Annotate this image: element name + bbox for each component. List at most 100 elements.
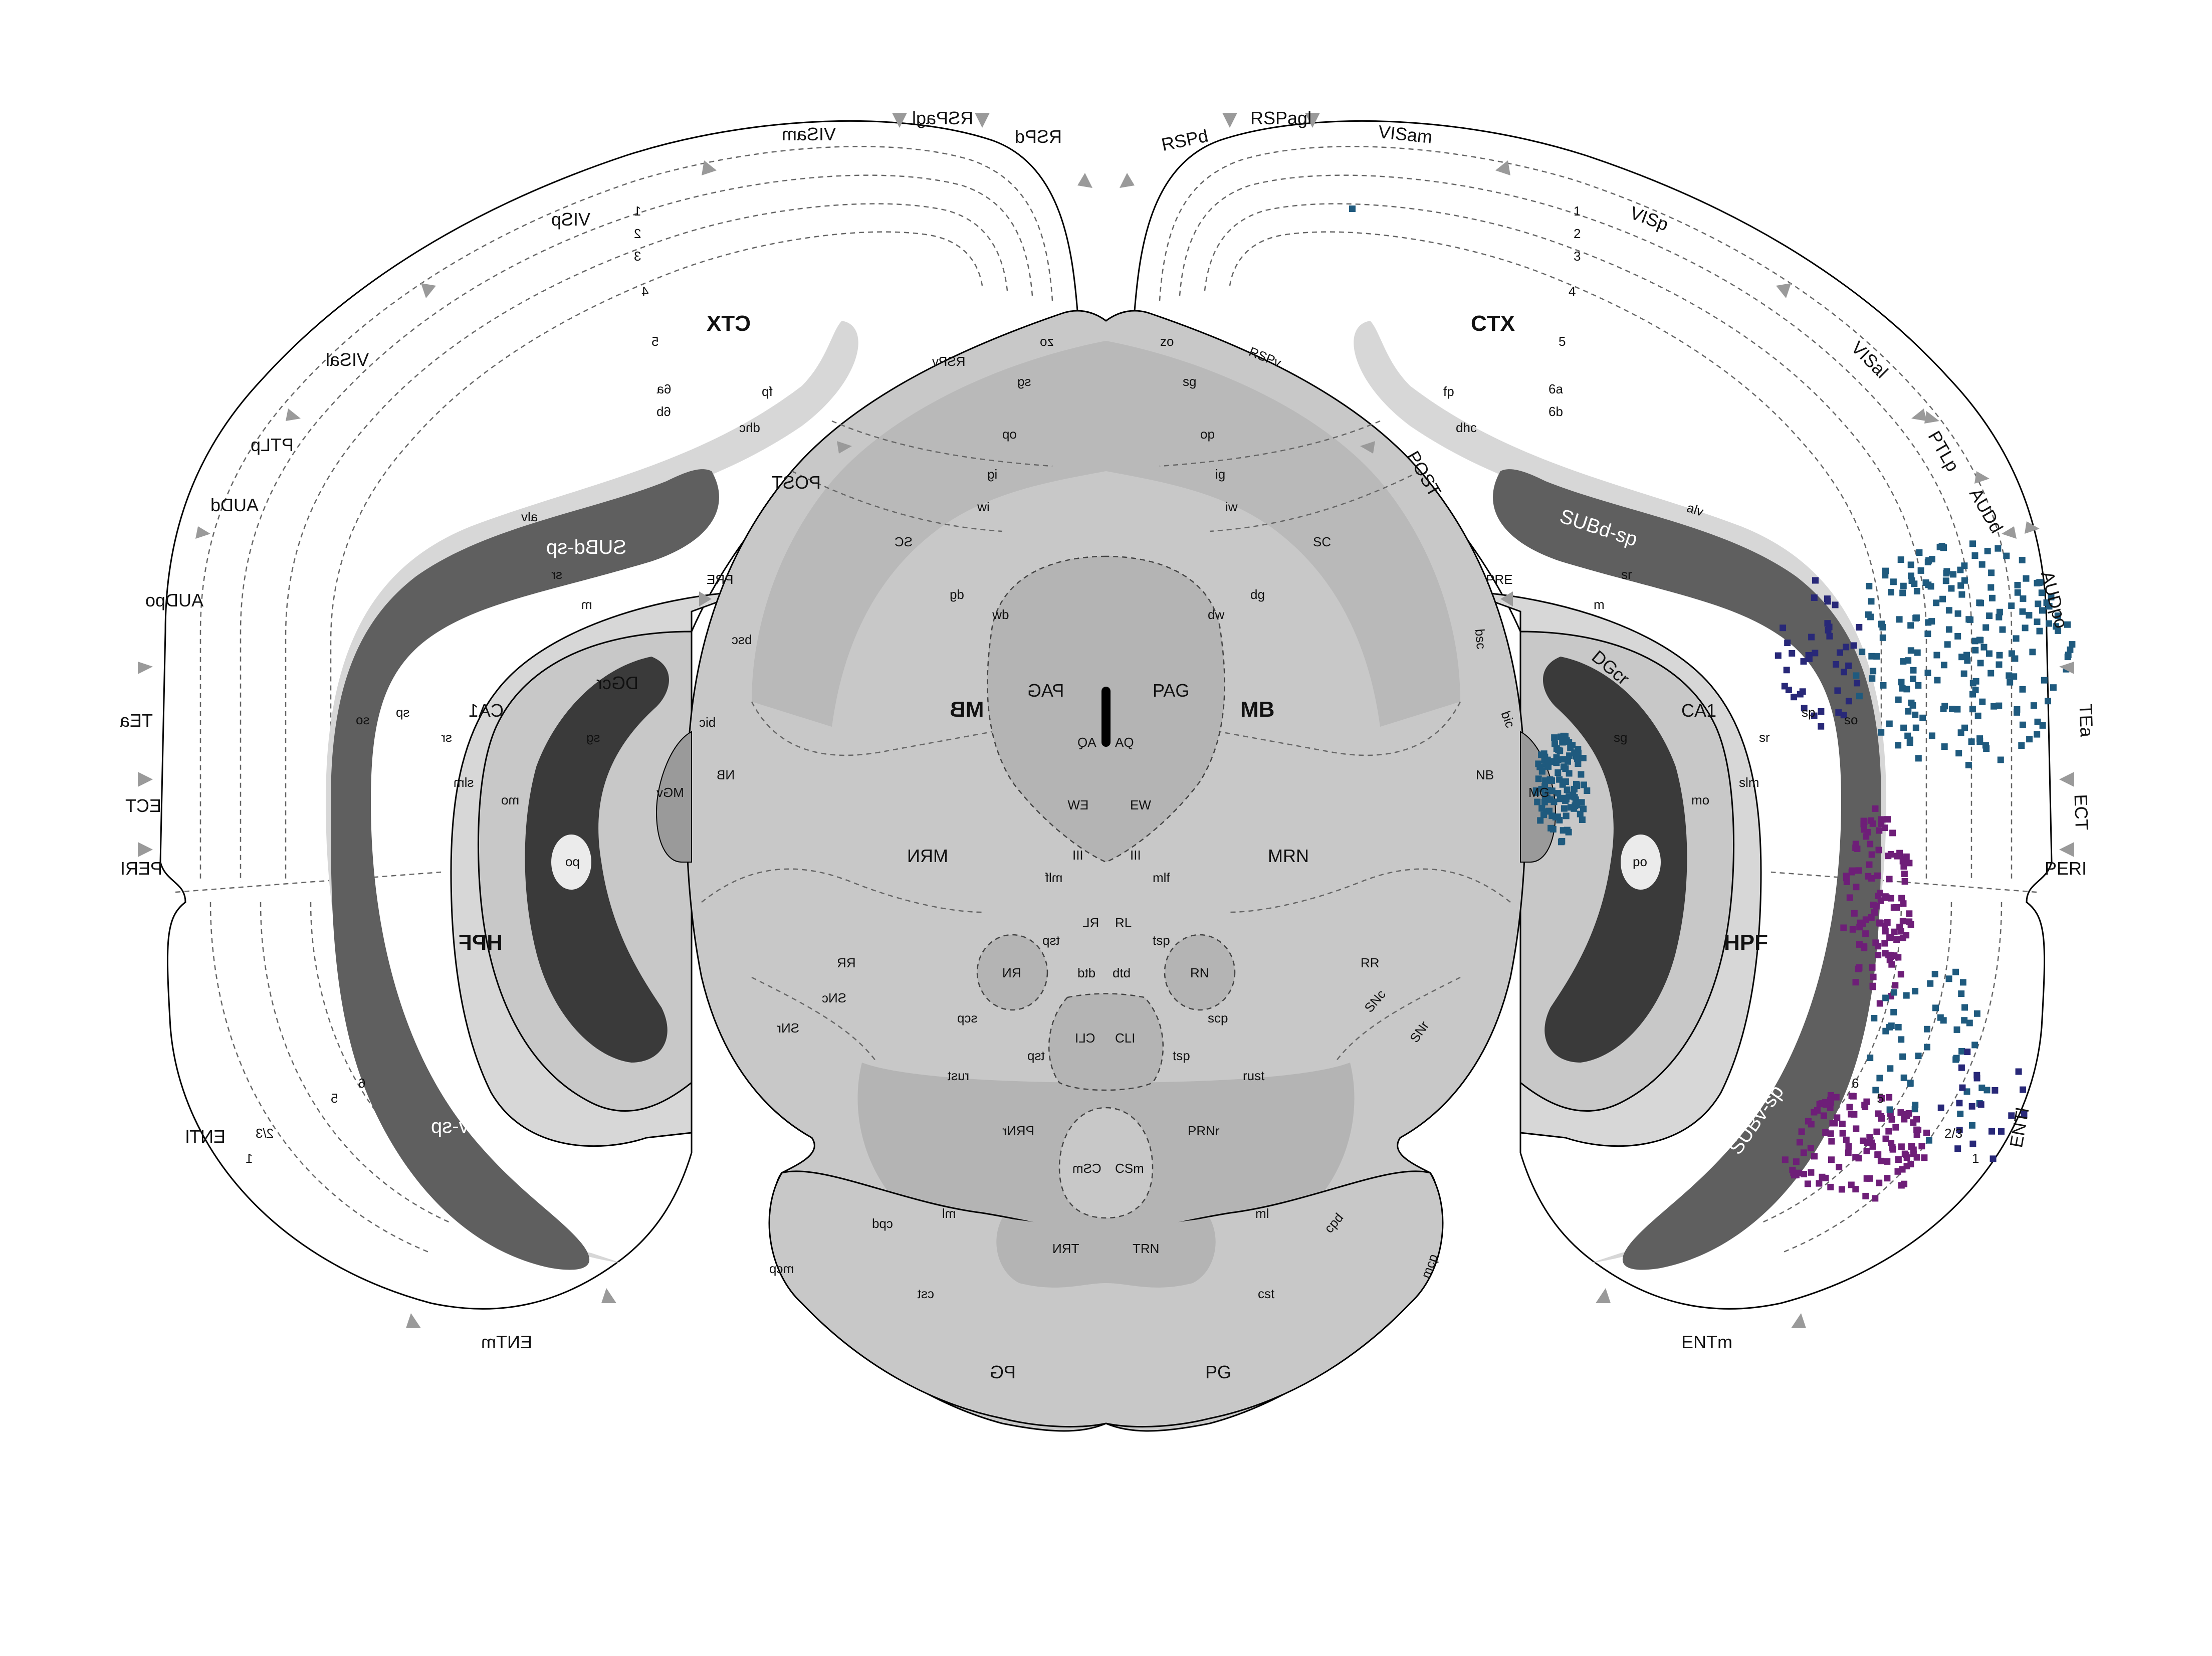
- labelled-cell: [1996, 702, 2003, 709]
- labelled-cell: [1841, 669, 1847, 676]
- labelled-cell: [1906, 910, 1913, 917]
- labelled-cell: [1915, 755, 1922, 762]
- labelled-cell: [1843, 1136, 1850, 1143]
- labelled-cell: [1895, 1023, 1902, 1030]
- labelled-cell: [1999, 626, 2006, 633]
- label-bsc-left: bsc: [732, 632, 752, 647]
- labelled-cell: [2011, 673, 2018, 680]
- labelled-cell: [1879, 1095, 1885, 1102]
- label-dhc-right: dhc: [1456, 420, 1477, 435]
- label-rust-left: rust: [947, 1068, 969, 1083]
- labelled-cell: [1862, 1192, 1869, 1199]
- labelled-cell: [2008, 602, 2015, 609]
- labelled-cell: [1845, 1143, 1852, 1150]
- labelled-cell: [1837, 649, 1843, 656]
- label-cli-left: CLI: [1075, 1030, 1095, 1046]
- labelled-cell: [1885, 1128, 1892, 1135]
- labelled-cell: [1793, 1172, 1800, 1178]
- labelled-cell: [2026, 736, 2033, 743]
- labelled-cell: [1827, 1183, 1834, 1190]
- label-entm-right: ENTm: [1681, 1332, 1732, 1352]
- labelled-cell: [1850, 642, 1857, 649]
- labelled-cell: [1835, 709, 1842, 716]
- label-ml-right: ml: [1255, 1206, 1269, 1221]
- labelled-cell: [1893, 936, 1900, 943]
- labelled-cell: [1957, 729, 1964, 736]
- labelled-cell: [1961, 577, 1968, 584]
- labelled-cell: [1579, 816, 1586, 823]
- labelled-cell: [2067, 646, 2074, 653]
- labelled-cell: [1898, 895, 1905, 902]
- labelled-cell: [1986, 650, 1993, 657]
- labelled-cell: [1833, 1094, 1840, 1101]
- layer-1-right: 1: [1574, 203, 1581, 219]
- labelled-cell: [1914, 649, 1921, 656]
- labelled-cell: [1811, 1153, 1818, 1160]
- labelled-cell: [1956, 1100, 1963, 1107]
- labelled-cell: [1996, 661, 2003, 668]
- labelled-cell: [1869, 820, 1876, 827]
- labelled-cell: [1822, 1129, 1829, 1136]
- labelled-cell: [1915, 1053, 1922, 1060]
- labelled-cell: [1852, 979, 1859, 986]
- labelled-cell: [1977, 660, 1984, 667]
- layer-6-entl-right: 6: [1852, 1076, 1859, 1091]
- labelled-cell: [1547, 824, 1555, 832]
- label-rn-left: RN: [1002, 965, 1021, 980]
- labelled-cell: [1877, 1157, 1884, 1164]
- labelled-cell: [1912, 1102, 1919, 1108]
- labelled-cell: [1907, 561, 1914, 568]
- labelled-cell: [1969, 680, 1976, 687]
- labelled-cell: [1538, 768, 1545, 775]
- labelled-cell: [1545, 763, 1552, 770]
- label-subd-left: SUBd-sp: [546, 536, 626, 558]
- labelled-cell: [1811, 1109, 1818, 1116]
- label-rr-right: RR: [1361, 955, 1380, 970]
- labelled-cell: [1827, 1130, 1834, 1137]
- label-csm-left: CSm: [1072, 1161, 1101, 1176]
- labelled-cell: [1961, 562, 1968, 569]
- labelled-cell: [1974, 712, 1981, 719]
- labelled-cell: [1917, 567, 1924, 574]
- left-cortex: [159, 120, 1078, 1310]
- labelled-cell: [2003, 552, 2010, 559]
- labelled-cell: [1972, 647, 1979, 654]
- labelled-cell: [1939, 595, 1946, 602]
- label-pag-left: PAG: [1027, 680, 1064, 701]
- label-ect-right: ECT: [2070, 794, 2092, 831]
- left-subiculum: [331, 469, 719, 1270]
- label-rn-right: RN: [1190, 965, 1209, 980]
- labelled-cell: [1876, 919, 1883, 926]
- layer-6-entl-left: 6: [358, 1076, 365, 1091]
- label-ptlp-left: PTLp: [251, 435, 294, 455]
- labelled-cell: [1895, 696, 1902, 703]
- labelled-cell: [1870, 668, 1877, 675]
- labelled-cell: [1990, 703, 1998, 710]
- labelled-cell: [1996, 613, 2003, 620]
- label-cpd-left: cpd: [872, 1216, 893, 1231]
- labelled-cell: [1782, 1156, 1789, 1163]
- left-layer-lines: [199, 145, 1053, 882]
- labelled-cell: [1783, 667, 1790, 674]
- label-prnr-right: PRNr: [1188, 1123, 1220, 1138]
- labelled-cell: [1973, 1010, 1980, 1017]
- labelled-cell: [1878, 729, 1885, 736]
- labelled-cell: [2019, 721, 2026, 728]
- labelled-cell: [1845, 662, 1852, 669]
- labelled-cell: [1572, 796, 1579, 803]
- label-iw-left: iw: [977, 499, 990, 514]
- labelled-cell: [1793, 1158, 1800, 1165]
- labelled-cell: [2019, 557, 2026, 563]
- label-mgv-left: MGv: [656, 785, 684, 800]
- labelled-cell: [1952, 968, 1959, 975]
- labelled-cell: [2021, 1111, 2028, 1118]
- labelled-cell: [1948, 585, 1955, 592]
- label-iii-left: III: [1072, 848, 1083, 863]
- labelled-cell: [1849, 926, 1856, 933]
- labelled-cell: [1853, 884, 1860, 891]
- label-so-left: so: [356, 712, 369, 727]
- labelled-cell: [1965, 762, 1972, 768]
- labelled-cell: [1886, 1106, 1893, 1113]
- labelled-cell: [2053, 623, 2059, 630]
- labelled-cell: [1900, 582, 1907, 589]
